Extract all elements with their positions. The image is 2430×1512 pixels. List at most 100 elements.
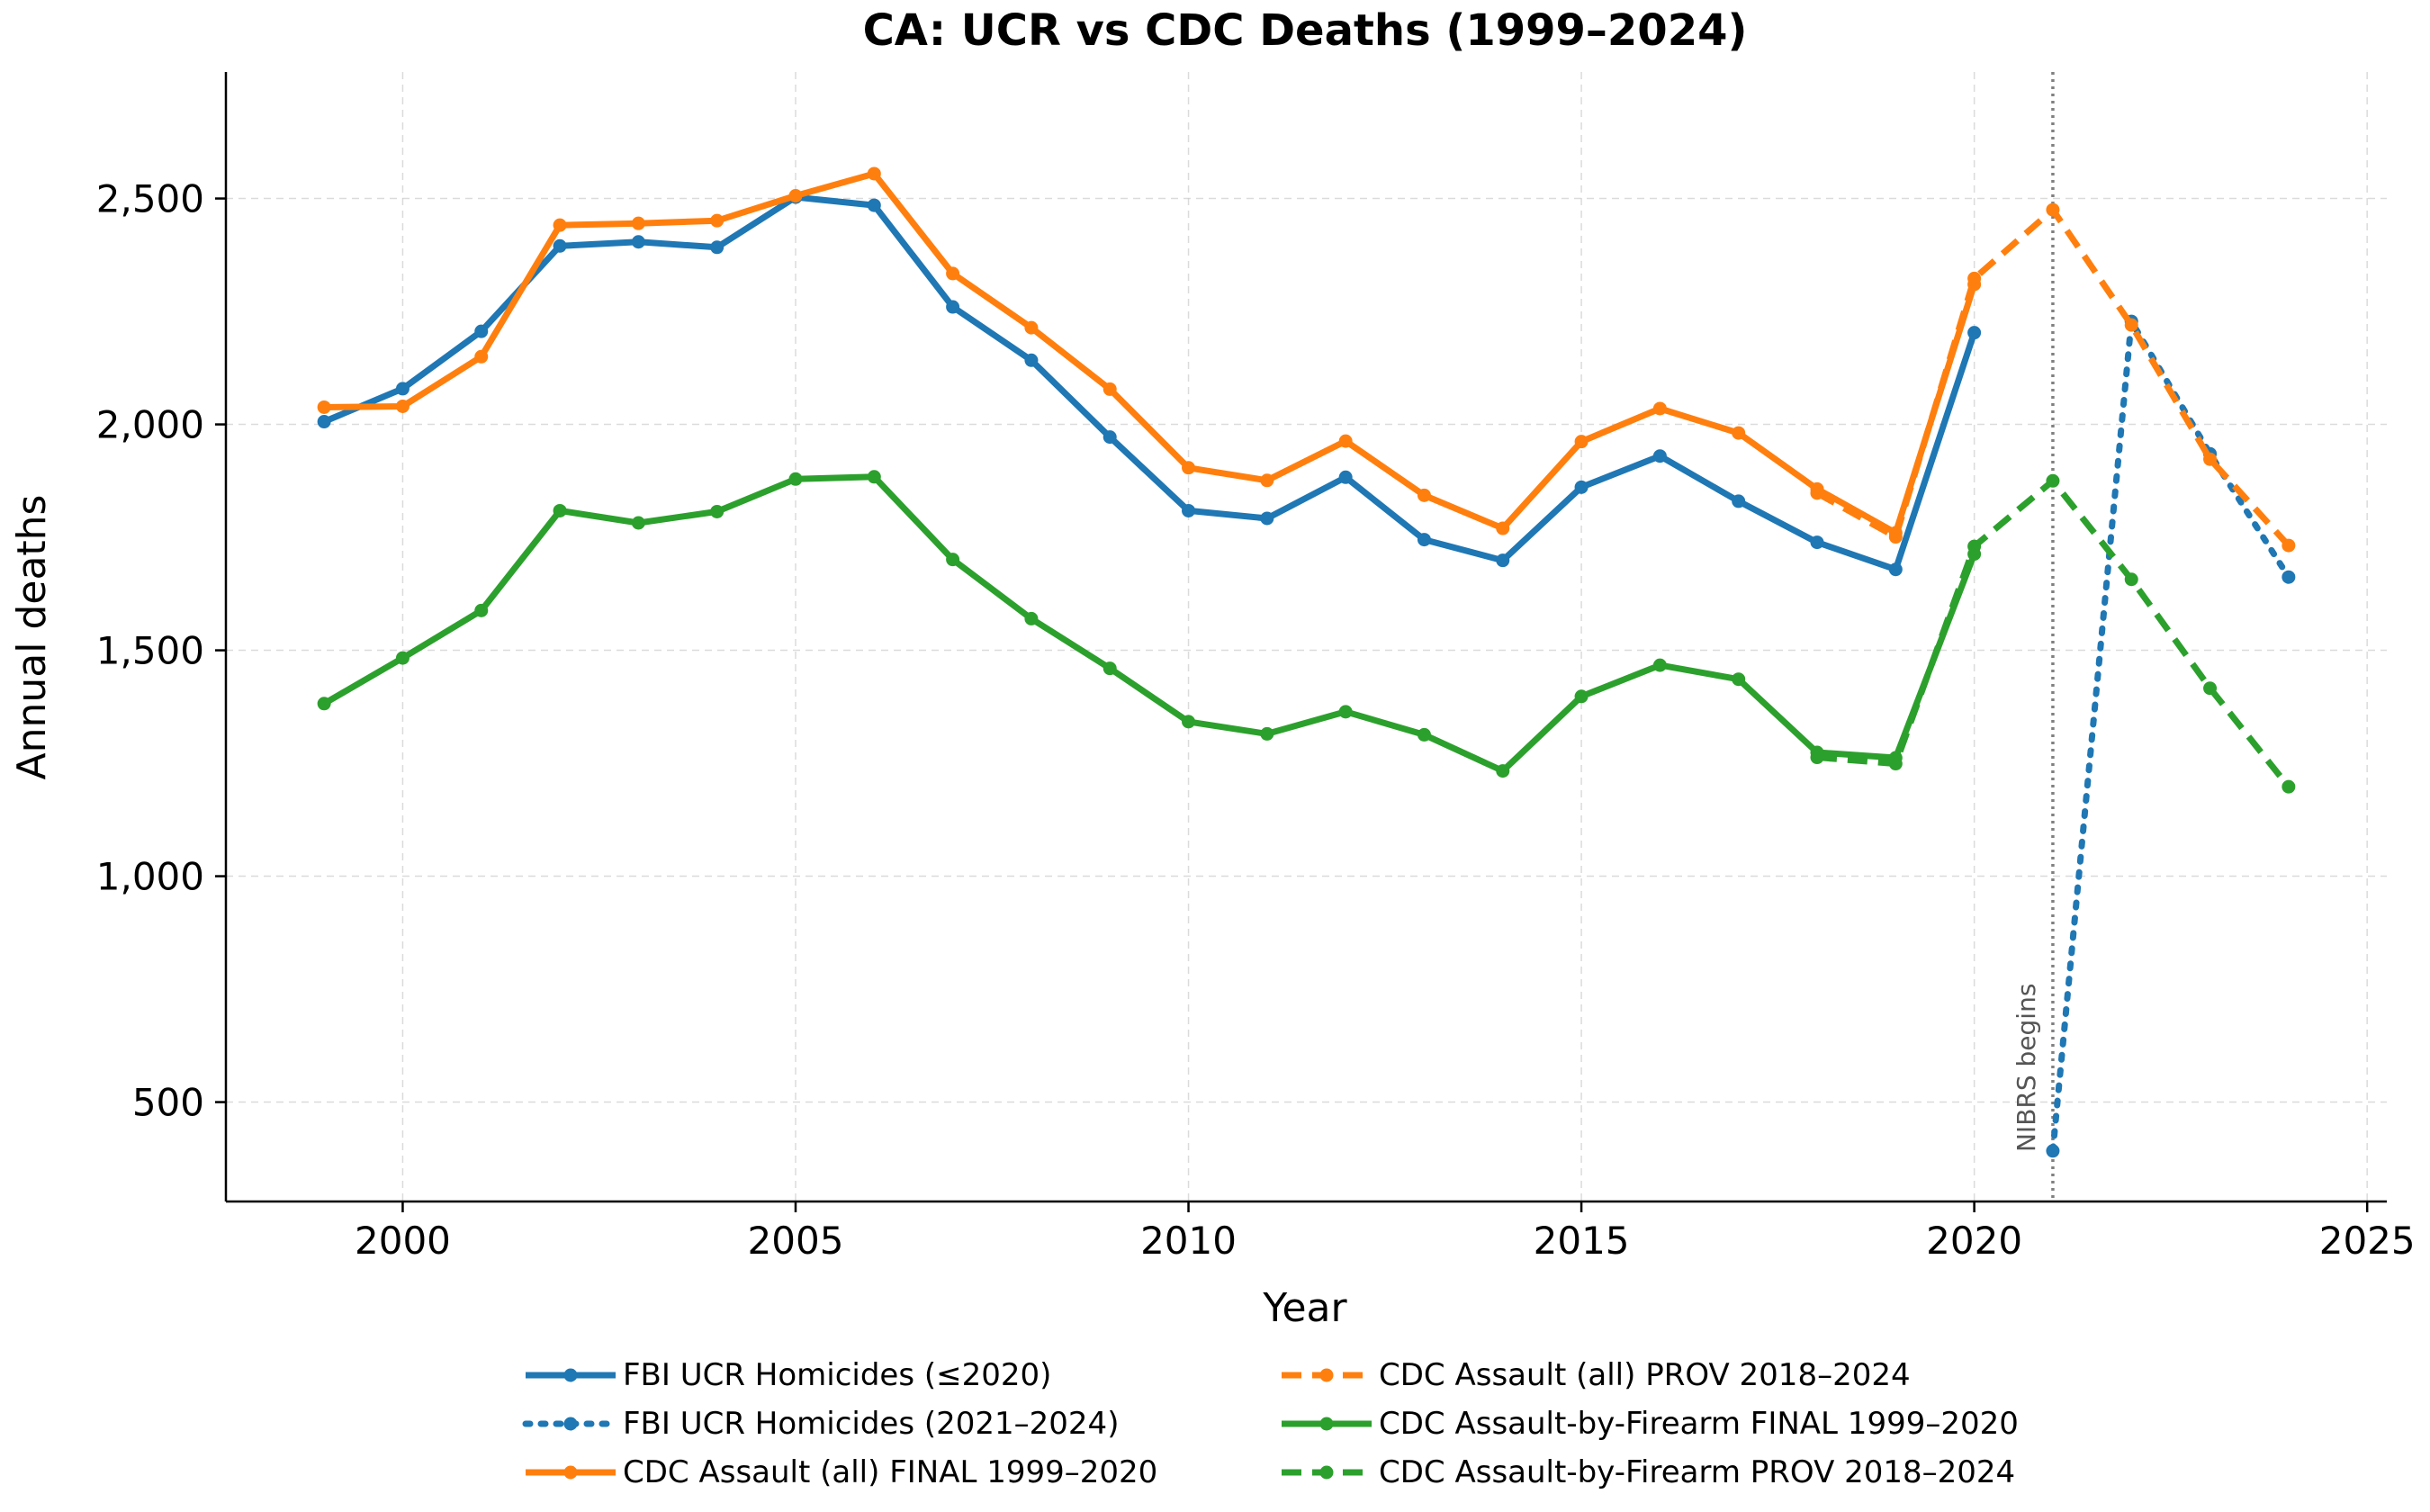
chart-title: CA: UCR vs CDC Deaths (1999–2024) xyxy=(863,5,1748,56)
data-point xyxy=(2046,202,2060,217)
legend-marker xyxy=(563,1368,578,1382)
x-tick-label: 2000 xyxy=(355,1219,451,1263)
data-point xyxy=(2282,570,2296,584)
series-line xyxy=(322,194,1977,573)
y-tick-label: 1,000 xyxy=(96,855,204,899)
data-point xyxy=(395,399,410,413)
data-point xyxy=(1102,382,1117,396)
data-point xyxy=(631,516,645,530)
data-point xyxy=(2046,473,2060,488)
data-point xyxy=(1182,503,1196,518)
data-point xyxy=(1810,536,1824,550)
legend-marker xyxy=(1319,1417,1334,1431)
legend-item: FBI UCR Homicides (2021–2024) xyxy=(522,1406,1119,1442)
data-point xyxy=(317,697,331,711)
data-point xyxy=(867,198,881,212)
data-point xyxy=(2124,572,2138,587)
data-point xyxy=(317,415,331,429)
data-point xyxy=(1338,434,1353,448)
data-point xyxy=(1888,562,1903,577)
data-point xyxy=(1102,662,1117,676)
legend-item: CDC Assault-by-Firearm FINAL 1999–2020 xyxy=(1282,1406,2019,1442)
legend-label: CDC Assault-by-Firearm FINAL 1999–2020 xyxy=(1379,1406,2019,1442)
legend-item: CDC Assault (all) PROV 2018–2024 xyxy=(1282,1357,1911,1393)
data-point xyxy=(1967,326,1982,340)
data-point xyxy=(1496,554,1510,568)
data-point xyxy=(867,470,881,484)
data-point xyxy=(946,266,960,281)
data-point xyxy=(1732,494,1746,508)
data-point xyxy=(2203,681,2218,696)
data-point xyxy=(1417,727,1431,742)
series-6 xyxy=(1810,473,2296,794)
data-point xyxy=(1338,705,1353,719)
data-point xyxy=(1496,764,1510,778)
data-point xyxy=(553,503,567,518)
data-point xyxy=(1260,726,1274,741)
data-point xyxy=(1574,435,1588,449)
data-point xyxy=(710,240,724,255)
y-tick-label: 2,000 xyxy=(96,403,204,447)
legend-label: CDC Assault (all) PROV 2018–2024 xyxy=(1379,1357,1911,1393)
data-point xyxy=(710,504,724,518)
axes xyxy=(224,72,2387,1203)
data-point xyxy=(474,349,489,364)
x-ticks: 2000 2005 2010 2015 2020 2025 xyxy=(355,1202,2416,1263)
data-point xyxy=(867,166,881,181)
data-point xyxy=(631,235,645,249)
data-point xyxy=(1810,751,1824,765)
data-point xyxy=(710,213,724,228)
data-point xyxy=(395,382,410,396)
legend-marker xyxy=(563,1417,578,1431)
data-point xyxy=(474,603,489,617)
data-point xyxy=(2203,452,2218,466)
data-point xyxy=(1732,672,1746,687)
data-point xyxy=(1574,480,1588,494)
legend: FBI UCR Homicides (≤2020) FBI UCR Homicid… xyxy=(522,1357,2019,1490)
data-point xyxy=(1024,353,1039,367)
y-tick-label: 2,500 xyxy=(96,177,204,221)
data-point xyxy=(946,300,960,314)
data-point xyxy=(1417,488,1431,502)
data-point xyxy=(1652,401,1667,416)
data-point xyxy=(2046,1144,2060,1158)
data-point xyxy=(1417,533,1431,547)
data-point xyxy=(1888,530,1903,544)
data-point xyxy=(395,651,410,665)
data-point xyxy=(1810,486,1824,500)
y-tick-label: 1,500 xyxy=(96,629,204,673)
data-point xyxy=(1260,511,1274,526)
data-point xyxy=(1182,461,1196,475)
data-point xyxy=(788,472,803,486)
legend-marker xyxy=(563,1465,578,1480)
data-point xyxy=(1338,470,1353,484)
nibrs-annotation: NIBRS begins xyxy=(2012,984,2041,1152)
data-point xyxy=(474,324,489,338)
data-point xyxy=(1652,449,1667,464)
data-point xyxy=(1260,473,1274,488)
data-point xyxy=(2282,538,2296,553)
data-point xyxy=(1024,320,1039,335)
data-point xyxy=(1732,426,1746,440)
legend-marker xyxy=(1319,1368,1334,1382)
x-tick-label: 2015 xyxy=(1534,1219,1630,1263)
data-point xyxy=(1888,757,1903,771)
data-point xyxy=(1024,611,1039,626)
x-tick-label: 2005 xyxy=(748,1219,844,1263)
data-point xyxy=(1102,430,1117,445)
data-point xyxy=(553,218,567,232)
x-axis-label: Year xyxy=(1262,1285,1347,1331)
legend-marker xyxy=(1319,1465,1334,1480)
y-ticks: 500 1,000 1,500 2,000 2,500 xyxy=(96,177,226,1125)
data-point xyxy=(1652,658,1667,672)
data-point xyxy=(631,216,645,230)
data-point xyxy=(1967,271,1982,285)
x-tick-label: 2010 xyxy=(1140,1219,1237,1263)
x-tick-label: 2020 xyxy=(1926,1219,2022,1263)
legend-item: FBI UCR Homicides (≤2020) xyxy=(526,1357,1051,1393)
legend-label: CDC Assault-by-Firearm PROV 2018–2024 xyxy=(1379,1454,2015,1490)
data-point xyxy=(1182,715,1196,729)
series-layer xyxy=(317,166,2296,1158)
legend-label: FBI UCR Homicides (2021–2024) xyxy=(623,1406,1119,1442)
